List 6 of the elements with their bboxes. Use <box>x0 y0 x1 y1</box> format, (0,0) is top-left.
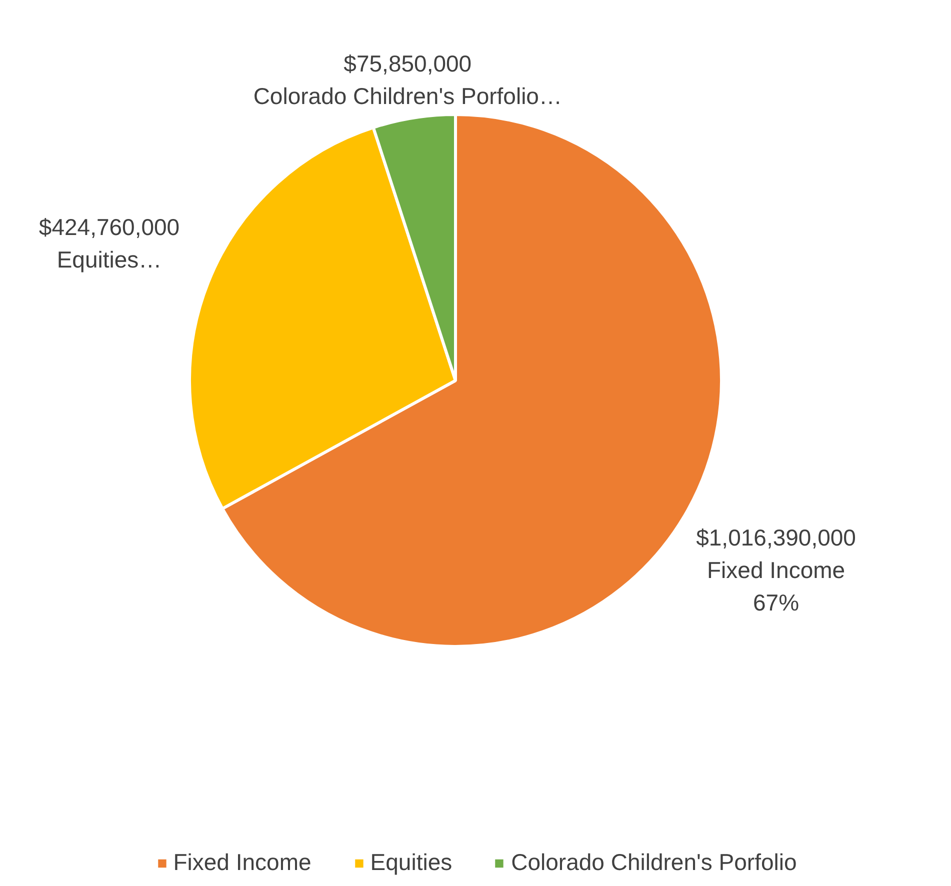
data-label: $424,760,000 Equities… <box>38 214 180 273</box>
legend-label: Colorado Children's Porfolio <box>511 849 797 876</box>
legend-label: Fixed Income <box>173 849 312 876</box>
legend-label: Equities <box>370 849 452 876</box>
data-label: $1,016,390,000 Fixed Income 67% <box>696 524 856 616</box>
data-label: $75,850,000 Colorado Children's Porfolio… <box>253 50 562 110</box>
